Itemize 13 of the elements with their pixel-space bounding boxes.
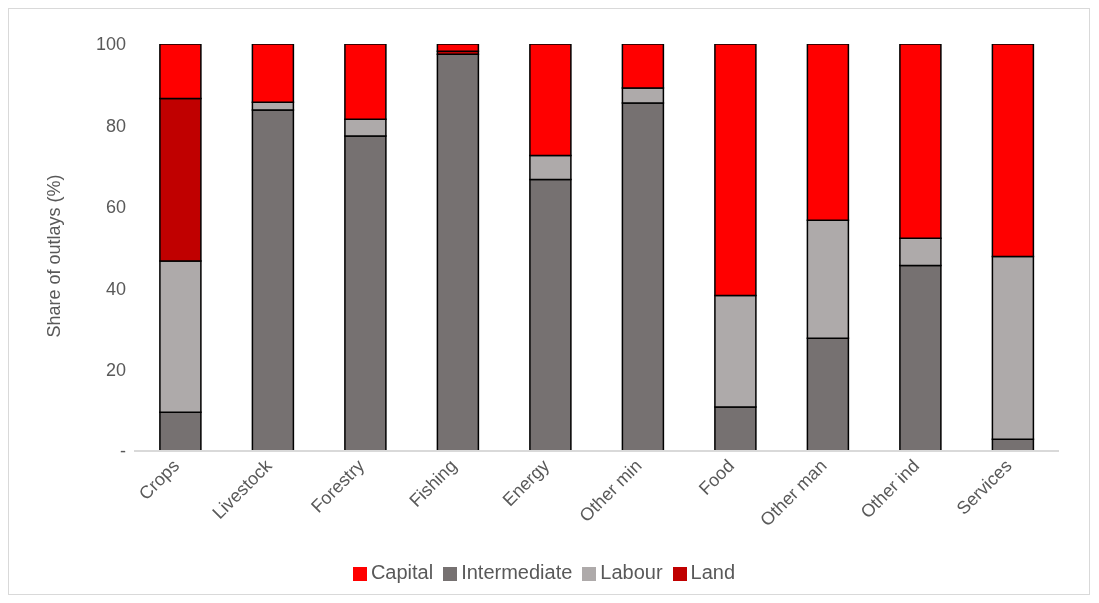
y-axis-title: Share of outlays (%) xyxy=(44,174,65,338)
legend-label: Intermediate xyxy=(461,561,573,583)
y-tick-label: 40 xyxy=(105,278,126,299)
bar xyxy=(436,53,480,451)
y-tick-label: - xyxy=(120,441,126,462)
y-tick-label: 80 xyxy=(105,115,126,136)
bar xyxy=(436,44,480,53)
y-tick-label: 60 xyxy=(105,197,126,218)
y-tick-label: 100 xyxy=(95,34,126,55)
legend-label: Land xyxy=(690,561,736,583)
legend-label: Capital xyxy=(370,561,434,583)
y-tick-label: 20 xyxy=(105,359,126,380)
legend-label: Labour xyxy=(600,561,663,583)
